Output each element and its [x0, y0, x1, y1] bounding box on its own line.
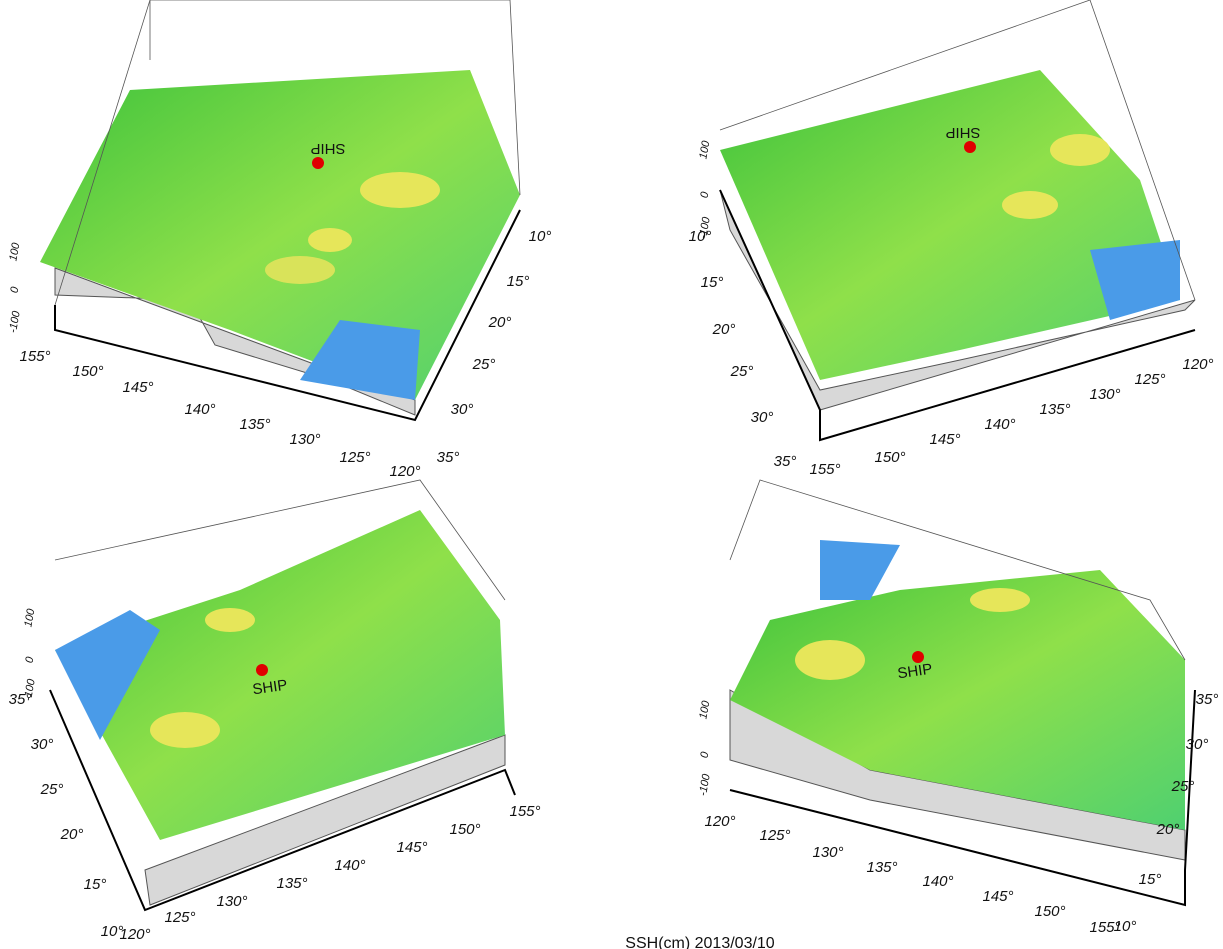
- lon-label: 150°: [1034, 903, 1065, 920]
- lon-label: 135°: [239, 416, 270, 433]
- lat-label: 15°: [701, 274, 724, 291]
- z-label: 100: [697, 139, 712, 160]
- lon-label: 140°: [184, 401, 215, 418]
- lat-label: 10°: [529, 228, 552, 245]
- lat-label: 15°: [84, 876, 107, 893]
- lon-label: 140°: [922, 873, 953, 890]
- lon-label: 155°: [809, 461, 840, 478]
- z-label: 0: [698, 750, 711, 759]
- lon-label: 125°: [164, 909, 195, 926]
- panel-3: [49, 479, 516, 912]
- panel-1: [40, 0, 521, 422]
- lon-label: 130°: [812, 844, 843, 861]
- lat-label: 20°: [60, 826, 84, 843]
- lon-label: 145°: [982, 888, 1013, 905]
- lat-label: 20°: [712, 321, 736, 338]
- lat-label: 35°: [774, 453, 797, 470]
- caption: SSH(cm) 2013/03/10: [625, 935, 775, 949]
- lon-label: 150°: [449, 821, 480, 838]
- lat-label: 30°: [751, 409, 774, 426]
- lon-label: 120°: [1182, 356, 1213, 373]
- lat-label: 35°: [437, 449, 460, 466]
- lon-label: 140°: [984, 416, 1015, 433]
- lon-label: 135°: [1039, 401, 1070, 418]
- lat-label: 35°: [1196, 691, 1219, 708]
- lon-label: 140°: [334, 857, 365, 874]
- ship-marker: [312, 157, 324, 169]
- z-label: 0: [8, 285, 21, 294]
- lon-label: 125°: [759, 827, 790, 844]
- lat-label: 10°: [1114, 918, 1137, 935]
- lat-label: 35°: [9, 691, 32, 708]
- ship-label: SHIP: [896, 661, 933, 683]
- lat-label: 30°: [31, 736, 54, 753]
- lon-label: 145°: [929, 431, 960, 448]
- lon-label: 155°: [509, 803, 540, 820]
- lon-label: 120°: [389, 463, 420, 480]
- lat-label: 30°: [451, 401, 474, 418]
- lon-label: 120°: [704, 813, 735, 830]
- lon-label: 130°: [1089, 386, 1120, 403]
- lon-label: 145°: [396, 839, 427, 856]
- panel-2: [719, 0, 1196, 442]
- lon-label: 135°: [276, 875, 307, 892]
- lon-label: 150°: [874, 449, 905, 466]
- ship-marker: [912, 651, 924, 663]
- lat-label: 25°: [40, 781, 64, 798]
- lon-label: 125°: [339, 449, 370, 466]
- lon-label: 135°: [866, 859, 897, 876]
- lon-label: 150°: [72, 363, 103, 380]
- panel-4: [729, 479, 1196, 907]
- lat-label: 30°: [1186, 736, 1209, 753]
- lon-label: 130°: [289, 431, 320, 448]
- lon-label: 145°: [122, 379, 153, 396]
- lon-label: 130°: [216, 893, 247, 910]
- z-label: -100: [697, 215, 713, 240]
- lat-label: 20°: [488, 314, 512, 331]
- lon-label: 120°: [119, 926, 150, 943]
- ship-marker: [964, 141, 976, 153]
- lat-label: 20°: [1156, 821, 1180, 838]
- lon-label: 125°: [1134, 371, 1165, 388]
- z-label: 100: [22, 607, 37, 628]
- ship-label: SHIP: [310, 140, 345, 157]
- z-label: 100: [7, 241, 22, 262]
- z-label: -100: [22, 677, 38, 702]
- z-label: 0: [23, 655, 36, 664]
- ship-label: SHIP: [251, 677, 288, 699]
- ship-marker: [256, 664, 268, 676]
- ship-label: SHIP: [945, 124, 980, 141]
- z-label: -100: [697, 772, 713, 797]
- lat-label: 15°: [1139, 871, 1162, 888]
- lat-label: 25°: [472, 356, 496, 373]
- lat-label: 25°: [730, 363, 754, 380]
- lat-label: 25°: [1171, 778, 1195, 795]
- lat-label: 10°: [101, 923, 124, 940]
- lon-label: 155°: [1089, 919, 1120, 936]
- lat-label: 10°: [689, 228, 712, 245]
- lon-label: 155°: [19, 348, 50, 365]
- z-label: 0: [698, 190, 711, 199]
- z-label: -100: [7, 309, 23, 334]
- z-label: 100: [697, 699, 712, 720]
- lat-label: 15°: [507, 273, 530, 290]
